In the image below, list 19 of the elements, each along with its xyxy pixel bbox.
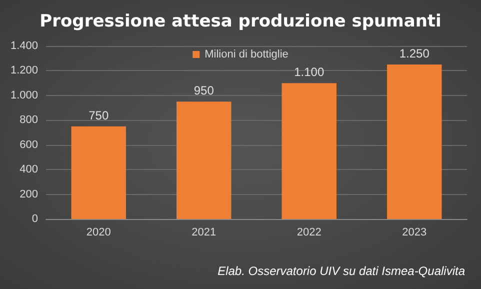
text: 1.250 bbox=[399, 46, 430, 61]
text: 1.100 bbox=[294, 65, 324, 80]
legend-label: Milioni di bottiglie bbox=[204, 48, 288, 60]
x-tick-label: 2021 bbox=[192, 226, 216, 238]
x-tick-label: 2022 bbox=[296, 226, 322, 238]
y-tick-label: 200 bbox=[20, 188, 38, 200]
y-tick-label: 1.000 bbox=[10, 89, 38, 102]
x-tick-label: 2023 bbox=[402, 226, 427, 238]
y-tick-label: 400 bbox=[20, 164, 38, 176]
y-tick-label: 600 bbox=[20, 138, 38, 151]
text: 950 bbox=[194, 84, 214, 98]
text: 750 bbox=[88, 108, 109, 122]
y-tick-label: 800 bbox=[20, 114, 38, 126]
text: Elab. Osservatorio UIV su dati Ismea-Qualivita bbox=[218, 264, 466, 278]
y-tick-label: 1.200 bbox=[10, 64, 38, 77]
chart-title: Progressione attesa produzione spumanti bbox=[40, 12, 442, 32]
x-tick-label: 2020 bbox=[86, 226, 111, 238]
y-tick-label: 0 bbox=[32, 213, 38, 225]
y-tick-label: 1.400 bbox=[10, 40, 38, 52]
